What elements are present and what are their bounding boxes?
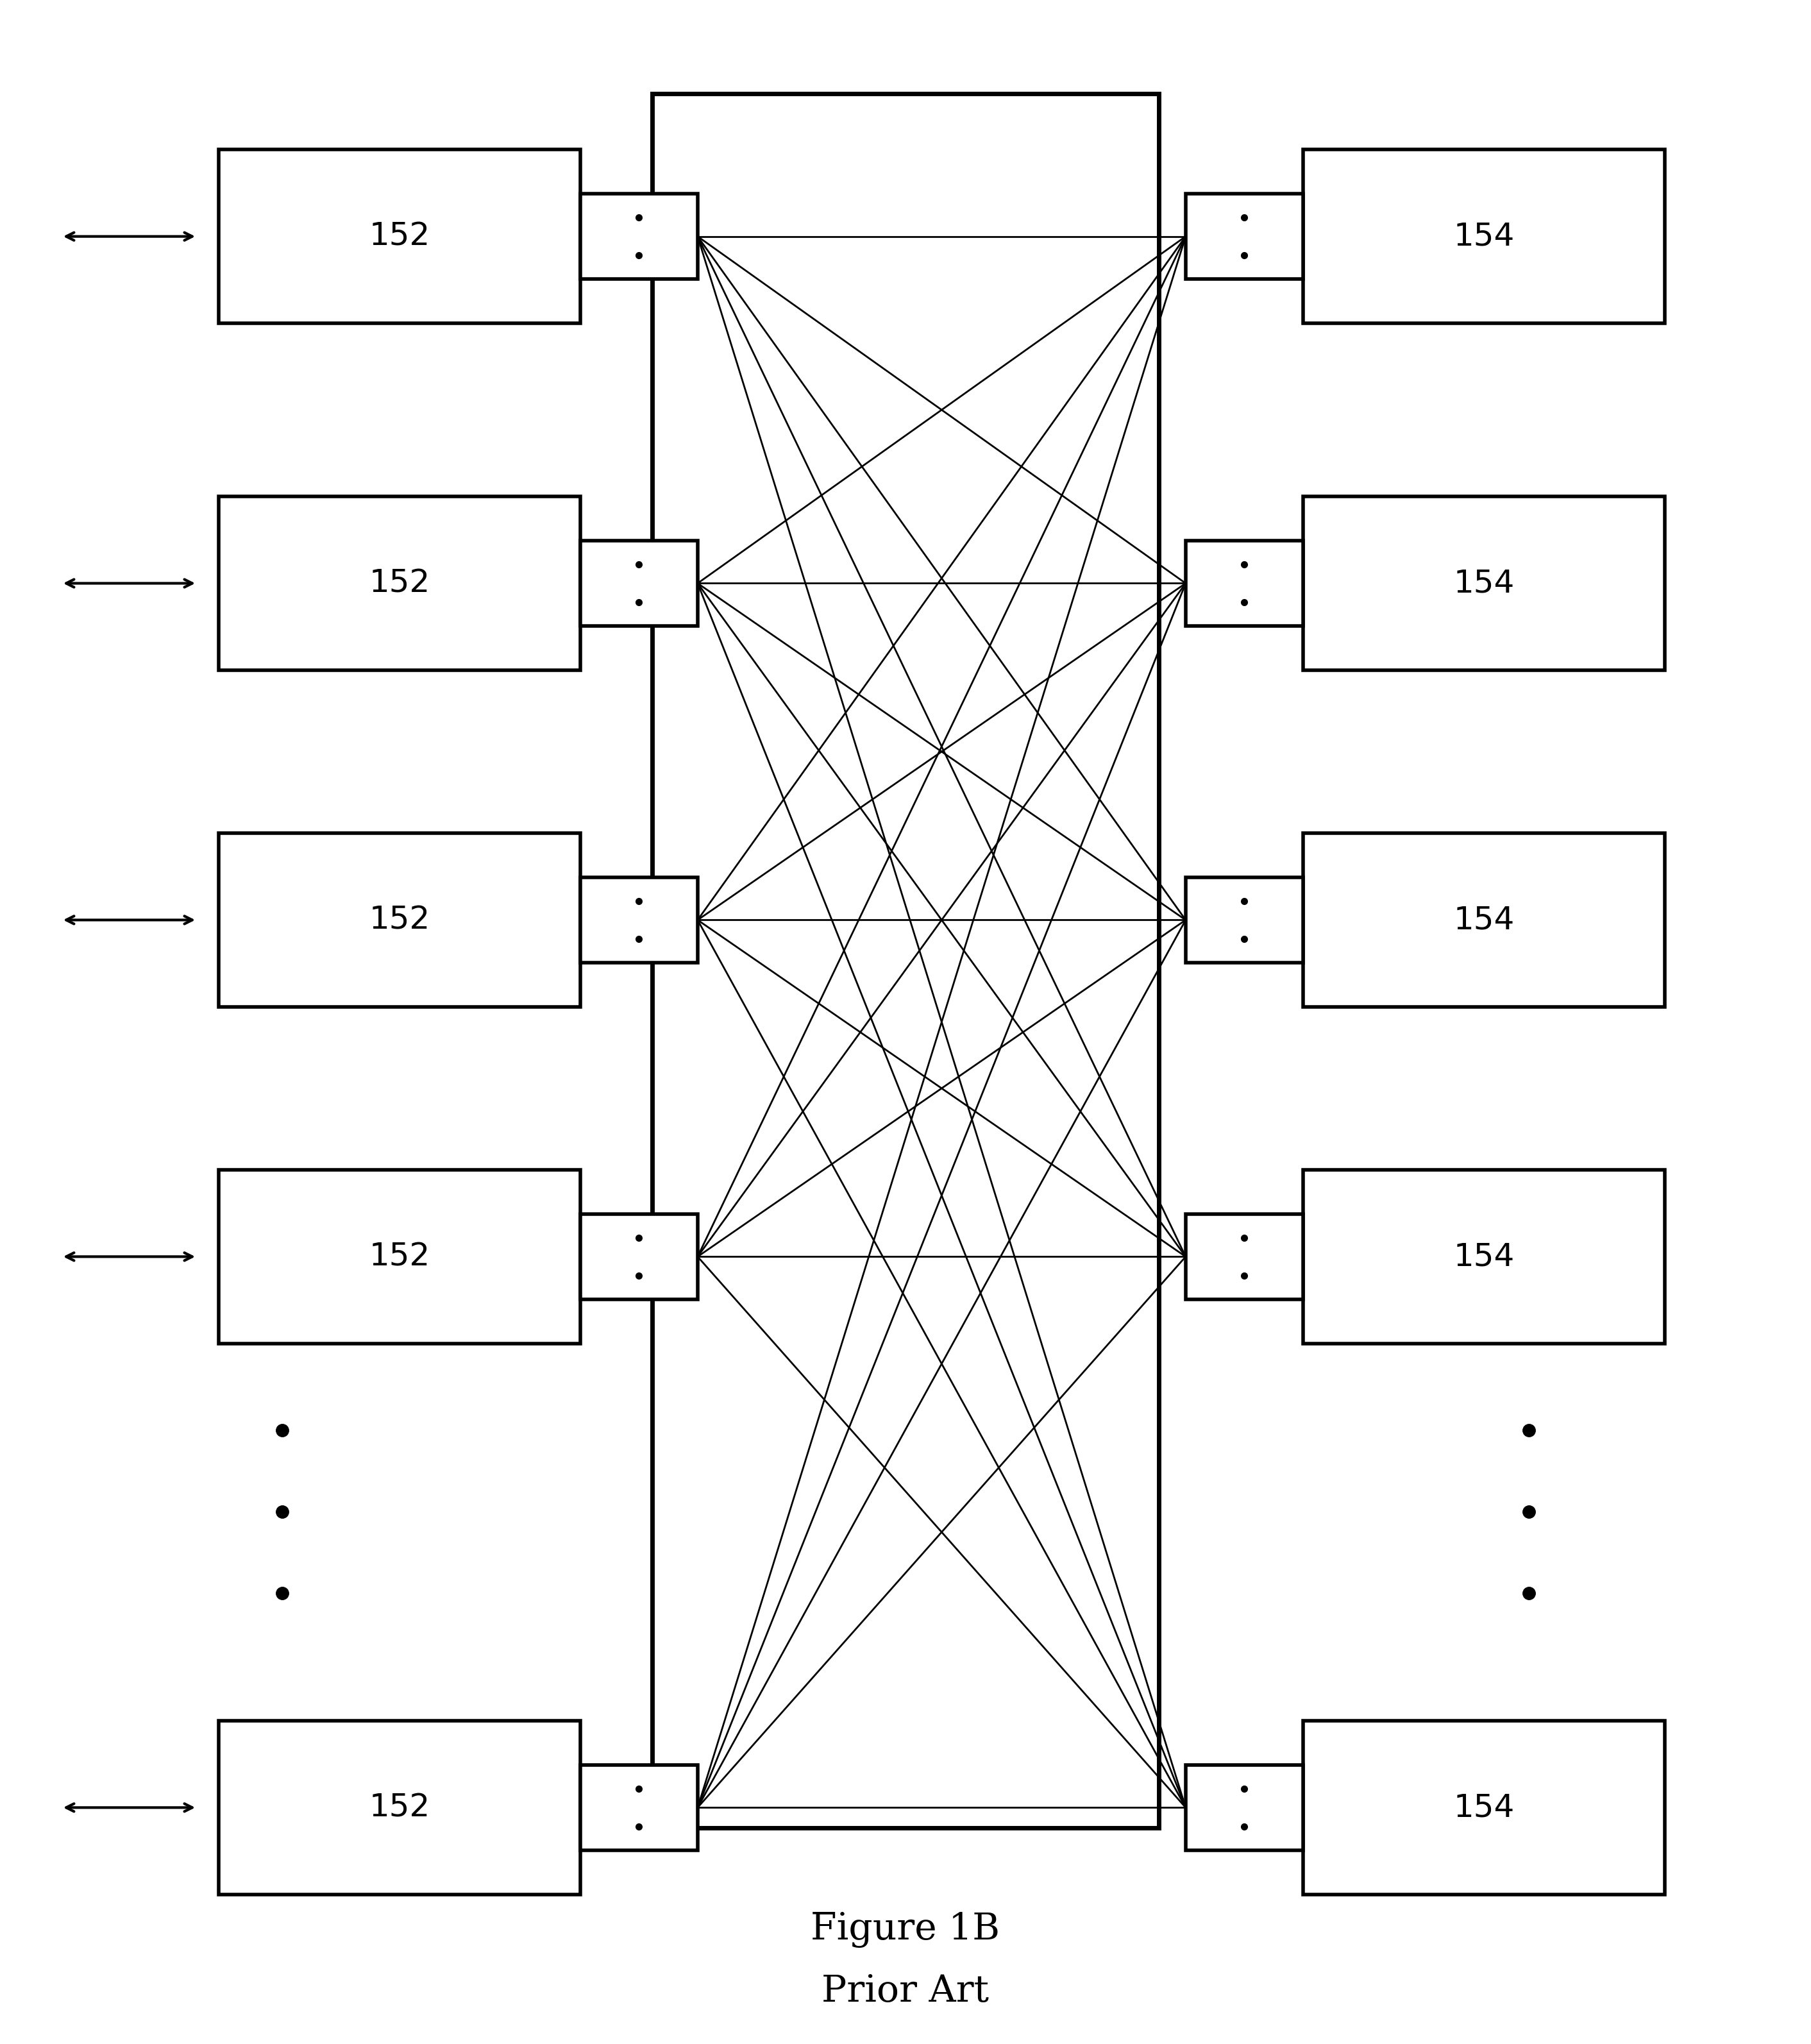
Bar: [219, 834, 580, 1008]
Bar: [652, 94, 1159, 1827]
Bar: [1304, 149, 1664, 323]
Text: 154: 154: [1454, 905, 1514, 936]
Bar: [1186, 877, 1304, 963]
Text: 152: 152: [369, 1241, 429, 1271]
Bar: [580, 1764, 697, 1850]
Bar: [1186, 194, 1304, 280]
Bar: [1304, 1721, 1664, 1895]
Bar: [580, 877, 697, 963]
Text: 152: 152: [369, 1793, 429, 1823]
Text: Prior Art: Prior Art: [822, 1972, 989, 2009]
Text: 152: 152: [369, 568, 429, 599]
Text: 154: 154: [1454, 221, 1514, 251]
Bar: [1304, 497, 1664, 670]
Bar: [580, 194, 697, 280]
Text: Figure 1B: Figure 1B: [811, 1911, 1000, 1948]
Bar: [1186, 1214, 1304, 1300]
Text: 154: 154: [1454, 1793, 1514, 1823]
Text: 152: 152: [369, 905, 429, 936]
Bar: [219, 149, 580, 323]
Bar: [580, 1214, 697, 1300]
Text: 154: 154: [1454, 1241, 1514, 1271]
Bar: [219, 1721, 580, 1895]
Text: 154: 154: [1454, 568, 1514, 599]
Text: 152: 152: [369, 221, 429, 251]
Bar: [1186, 1764, 1304, 1850]
Bar: [1304, 1169, 1664, 1343]
Bar: [1304, 834, 1664, 1008]
Bar: [219, 1169, 580, 1343]
Bar: [580, 540, 697, 625]
Bar: [1186, 540, 1304, 625]
Bar: [219, 497, 580, 670]
